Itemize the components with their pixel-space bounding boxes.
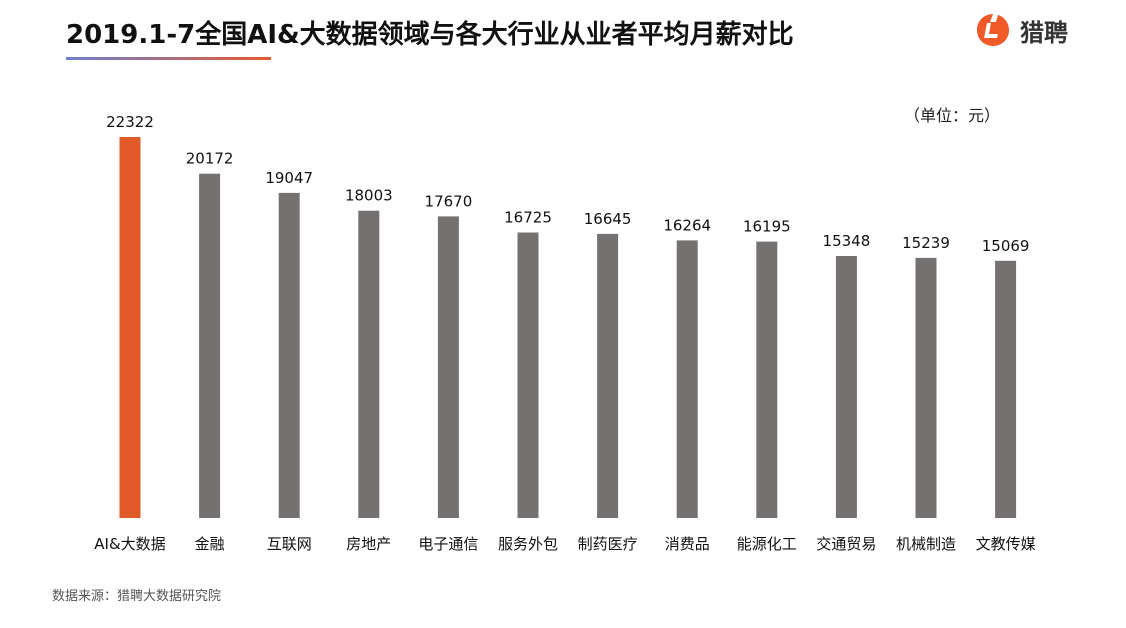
bar-1 — [199, 173, 221, 518]
bar-11 — [995, 260, 1017, 518]
data-label-9: 15348 — [823, 232, 871, 250]
data-label-3: 18003 — [345, 187, 393, 205]
category-label-0: AI&大数据 — [94, 535, 165, 553]
data-label-11: 15069 — [982, 237, 1030, 255]
bar-8 — [756, 241, 778, 518]
bar-9 — [835, 256, 857, 518]
bar-2 — [278, 192, 300, 518]
data-label-5: 16725 — [504, 209, 552, 227]
data-label-2: 19047 — [265, 169, 313, 187]
title-underline — [66, 57, 271, 60]
data-label-4: 17670 — [425, 192, 473, 210]
brand-name: 猎聘 — [1020, 18, 1068, 47]
source-note: 数据来源：猎聘大数据研究院 — [52, 589, 222, 604]
liepin-logo-icon — [977, 14, 1009, 46]
category-label-2: 互联网 — [267, 535, 312, 553]
data-label-10: 15239 — [902, 234, 950, 252]
data-label-7: 16264 — [663, 216, 711, 234]
data-label-0: 22322 — [106, 113, 154, 131]
unit-label: （单位：元） — [904, 106, 1001, 125]
category-label-3: 房地产 — [346, 535, 391, 553]
brand: 猎聘 — [976, 12, 1068, 48]
category-label-11: 文教传媒 — [976, 535, 1036, 553]
chart-title: 2019.1-7全国AI&大数据领域与各大行业从业者平均月薪对比 — [66, 20, 794, 50]
bar-4 — [437, 216, 459, 518]
category-label-10: 机械制造 — [896, 535, 956, 553]
category-label-8: 能源化工 — [737, 535, 797, 553]
category-label-9: 交通贸易 — [816, 535, 876, 553]
bar-5 — [517, 232, 539, 518]
bar-0 — [119, 137, 141, 518]
bar-7 — [676, 240, 698, 518]
category-label-5: 服务外包 — [498, 535, 558, 553]
category-label-1: 金融 — [195, 535, 225, 553]
category-label-7: 消费品 — [665, 535, 710, 553]
data-label-8: 16195 — [743, 218, 791, 236]
bar-10 — [915, 257, 937, 518]
bar-6 — [597, 233, 619, 518]
data-label-1: 20172 — [186, 150, 234, 168]
bar-3 — [358, 210, 380, 518]
data-label-6: 16645 — [584, 210, 632, 228]
category-label-6: 制药医疗 — [578, 535, 638, 553]
category-label-4: 电子通信 — [418, 535, 478, 553]
